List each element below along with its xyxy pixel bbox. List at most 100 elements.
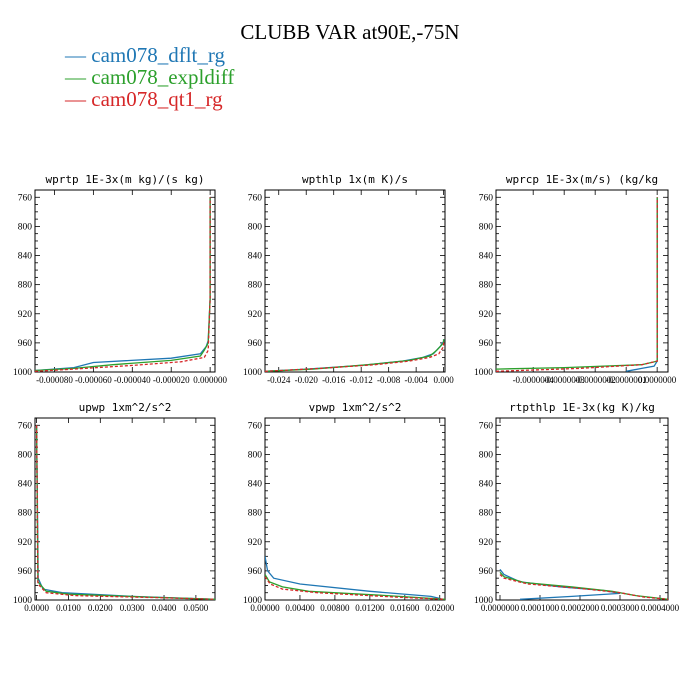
x-tick-label: -0.000020 (153, 375, 190, 385)
series-line (265, 339, 445, 372)
series-line (265, 576, 445, 600)
plot-frame (495, 417, 669, 601)
y-tick-label: 960 (248, 339, 263, 349)
legend-label: cam078_dflt_rg (91, 43, 226, 67)
y-tick-label: 960 (479, 339, 494, 349)
y-tick-label: 920 (18, 538, 33, 548)
series-line (496, 197, 658, 372)
x-tick-label: 0.00000 (250, 603, 280, 613)
y-tick-label: 760 (479, 421, 494, 431)
series-line (35, 197, 211, 372)
x-tick-label: 0.0100 (56, 603, 81, 613)
y-tick-label: 840 (248, 480, 263, 490)
y-tick-label: 1000 (13, 368, 32, 378)
x-tick-label: -0.000060 (75, 375, 112, 385)
x-tick-label: 0.0500 (184, 603, 209, 613)
legend-line-icon: — (65, 87, 92, 111)
y-tick-label: 960 (18, 567, 33, 577)
x-tick-label: -0.004 (405, 375, 429, 385)
plot-frame (264, 417, 446, 601)
x-tick-label: 0.000 (434, 375, 455, 385)
series-line (265, 341, 445, 372)
x-tick-label: 0.0000 (24, 603, 49, 613)
series-line (499, 568, 621, 600)
x-tick-label: 0.01200 (355, 603, 385, 613)
y-tick-label: 880 (479, 509, 494, 519)
chart-title: upwp 1xm^2/s^2 (79, 401, 172, 414)
y-tick-label: 920 (479, 310, 494, 320)
y-tick-label: 920 (18, 310, 33, 320)
y-tick-label: 960 (18, 339, 33, 349)
x-tick-label: 0.0400 (152, 603, 177, 613)
legend-label: cam078_qt1_rg (91, 87, 223, 111)
x-tick-label: -0.0000004 (513, 375, 555, 385)
chart-title: wprtp 1E-3x(m kg)/(s kg) (46, 173, 205, 186)
legend-entry: — cam078_expldiff (65, 66, 234, 88)
y-tick-label: 800 (18, 222, 33, 232)
series-line (265, 556, 442, 600)
x-tick-label: -0.008 (377, 375, 401, 385)
y-tick-label: 920 (248, 310, 263, 320)
x-tick-label: 0.00800 (320, 603, 350, 613)
x-tick-label: -0.000040 (114, 375, 151, 385)
x-tick-label: -0.012 (350, 375, 373, 385)
legend-label: cam078_expldiff (91, 65, 235, 89)
y-tick-label: 920 (248, 538, 263, 548)
y-tick-label: 800 (18, 450, 33, 460)
y-tick-label: 760 (248, 421, 263, 431)
legend-line-icon: — (65, 43, 92, 67)
chart-panel: wprtp 1E-3x(m kg)/(s kg) 760 800 840 880 920 9… (13, 173, 228, 385)
chart-title: rtpthlp 1E-3x(kg K)/kg (509, 401, 655, 414)
x-tick-label: 0.01600 (390, 603, 420, 613)
series-line (35, 425, 215, 600)
y-tick-label: 800 (248, 222, 263, 232)
y-tick-label: 840 (479, 252, 494, 262)
x-tick-label: 0.00400 (285, 603, 315, 613)
y-tick-label: 840 (479, 480, 494, 490)
y-tick-label: 960 (479, 567, 494, 577)
chart-title: wpthlp 1x(m K)/s (302, 173, 408, 186)
x-tick-label: 0.0003000 (601, 603, 640, 613)
y-tick-label: 760 (18, 193, 33, 203)
y-tick-label: 880 (18, 281, 33, 291)
series-line (35, 425, 215, 600)
x-tick-label: -0.020 (295, 375, 319, 385)
x-tick-label: 0.0002000 (561, 603, 600, 613)
chart-panel: upwp 1xm^2/s^2 760 800 840 880 920 960 10000.00… (13, 401, 216, 613)
x-tick-label: -0.000080 (36, 375, 73, 385)
y-tick-label: 760 (479, 193, 494, 203)
chart-panel: rtpthlp 1E-3x(kg K)/kg 760 800 840 880 920 960… (474, 401, 680, 613)
x-tick-label: 0.0000000 (638, 375, 677, 385)
series-line (35, 197, 211, 372)
series-line (626, 197, 658, 372)
x-tick-label: 0.02000 (425, 603, 455, 613)
y-tick-label: 880 (248, 281, 263, 291)
y-tick-label: 840 (18, 480, 33, 490)
chart-title: wprcp 1E-3x(m/s) (kg/kg (506, 173, 658, 186)
series-line (265, 574, 445, 600)
y-tick-label: 1000 (243, 368, 262, 378)
x-tick-label: -0.024 (267, 375, 291, 385)
series-line (496, 197, 658, 370)
chart-panel: wprcp 1E-3x(m/s) (kg/kg 760 800 840 880 920 96… (474, 173, 677, 385)
legend-entry: — cam078_qt1_rg (65, 88, 234, 110)
y-tick-label: 1000 (474, 368, 493, 378)
y-tick-label: 840 (18, 252, 33, 262)
legend-line-icon: — (65, 65, 92, 89)
plot-frame (495, 189, 669, 373)
y-tick-label: 880 (18, 509, 33, 519)
y-tick-label: 880 (479, 281, 494, 291)
y-tick-label: 920 (479, 538, 494, 548)
page-title: CLUBB VAR at90E,-75N (240, 20, 460, 44)
y-tick-label: 960 (248, 567, 263, 577)
plot-frame (264, 189, 446, 373)
y-tick-label: 800 (248, 450, 263, 460)
series-line (35, 197, 211, 372)
legend-entry: — cam078_dflt_rg (65, 44, 234, 66)
x-tick-label: -0.0000001 (606, 375, 647, 385)
series-line (499, 571, 668, 600)
x-tick-label: 0.0300 (120, 603, 145, 613)
x-tick-label: 0.0004000 (641, 603, 680, 613)
